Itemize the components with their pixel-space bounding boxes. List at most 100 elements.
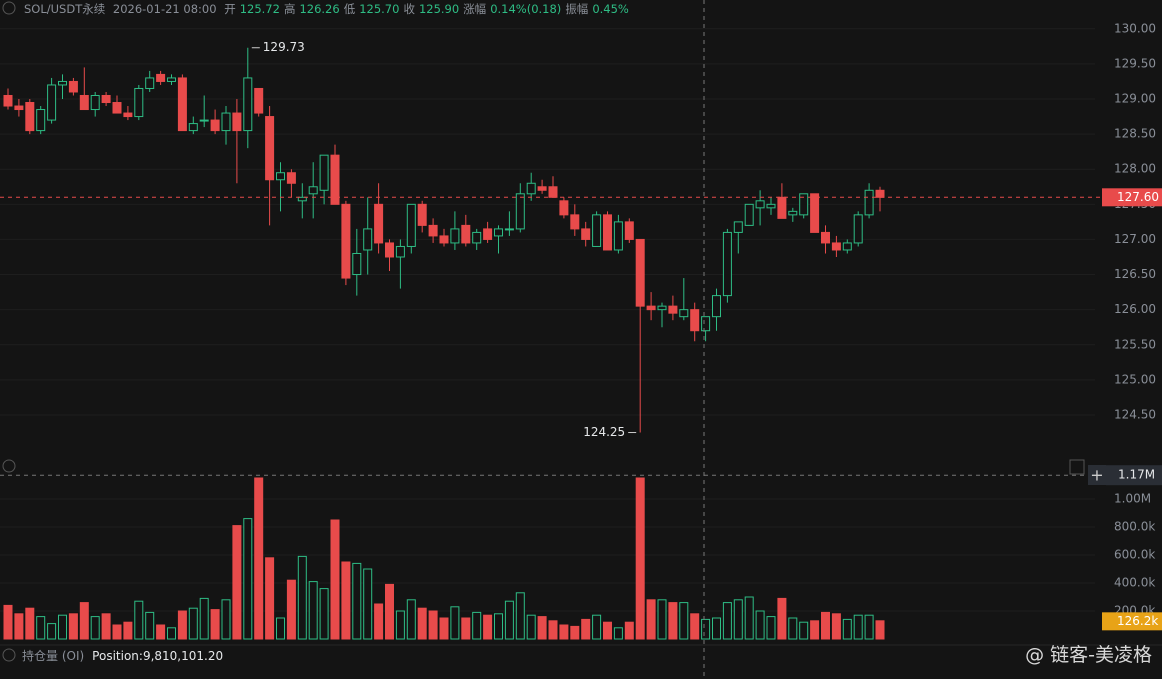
candle-body (603, 214, 612, 251)
field-value: 0.45% (592, 2, 629, 16)
crosshair-label: 1.17M (1118, 468, 1155, 482)
field-label: 收 (403, 2, 415, 16)
volume-bar (428, 610, 438, 640)
volume-bar (101, 613, 111, 640)
volume-bar (167, 627, 176, 640)
volume-bar (363, 568, 373, 640)
volume-bar (483, 614, 493, 640)
volume-bar (232, 525, 242, 640)
candle-body (701, 316, 711, 332)
candle-body (395, 245, 405, 258)
candle-body (733, 221, 743, 233)
candle-body (526, 182, 536, 195)
volume-bar (581, 618, 591, 640)
volume-bar (3, 604, 13, 640)
volume-bar (733, 599, 743, 640)
y-tick-label: 400.0k (1114, 576, 1155, 590)
candle-body (483, 228, 493, 240)
tool-icon[interactable] (1069, 459, 1085, 475)
plot: 124.50 125.00 125.50 126.00 126.50 127.00 127.… (0, 21, 1162, 646)
candle-body (853, 214, 863, 244)
volume-bar (831, 613, 841, 640)
candle-body (657, 305, 667, 311)
volume-bar (439, 617, 449, 640)
volume-bar (243, 518, 253, 640)
candle-body (679, 309, 689, 318)
volume-bar (395, 610, 405, 640)
candle-body (188, 123, 198, 132)
y-tick-label: 129.50 (1114, 56, 1156, 70)
candle-body (330, 154, 340, 205)
volume-bar (417, 607, 427, 640)
volume-bar (112, 624, 122, 640)
volume-bar (657, 599, 667, 640)
volume-bar (352, 562, 362, 640)
y-tick-label: 126.50 (1114, 267, 1156, 281)
collapse-icon[interactable] (2, 459, 16, 473)
volume-bar (864, 614, 874, 640)
candle-body (799, 193, 809, 216)
candle-body (788, 210, 798, 216)
add-button[interactable] (1088, 465, 1106, 485)
y-tick-label: 600.0k (1114, 548, 1155, 562)
candle-body (515, 193, 525, 230)
add-icon[interactable]: + (1090, 466, 1103, 485)
volume-bar (810, 620, 820, 640)
volume-bar (177, 610, 187, 640)
last-volume-box (1102, 612, 1162, 631)
ohlc-fields: 开 125.72 高 126.26 低 125.70 收 125.90 涨幅 0.14%(0.18… (224, 2, 633, 16)
volume-bar (755, 610, 765, 640)
y-tick-label: 128.50 (1114, 127, 1156, 141)
candle-body (810, 193, 820, 233)
volume-bar (624, 621, 634, 640)
oi-icon[interactable] (2, 648, 16, 662)
candle-body (167, 77, 176, 82)
volume-bar (14, 613, 24, 640)
volume-bar (853, 614, 863, 640)
volume-bar (385, 583, 394, 640)
candle-body (722, 231, 732, 297)
y-tick-label: 129.00 (1114, 92, 1156, 106)
candle-body (504, 228, 514, 231)
header: SOL/USDT永续 2026-01-21 08:00 开 125.72 高 126.… (24, 1, 637, 17)
candle-body (766, 203, 776, 209)
volume-bar (777, 597, 787, 640)
candle-body (297, 196, 307, 202)
candle-body (265, 116, 275, 181)
volume-bar (635, 477, 645, 640)
volume-bar (58, 614, 67, 640)
candle-body (712, 295, 721, 318)
volume-bar (341, 561, 351, 640)
volume-bar (210, 609, 220, 640)
candle-body (570, 214, 580, 230)
volume-bar (603, 621, 612, 640)
field-value: 126.26 (299, 2, 340, 16)
symbol[interactable]: SOL/USDT永续 (24, 2, 106, 16)
candle-body (875, 189, 885, 198)
candle-body (68, 80, 78, 93)
volume-bar (461, 617, 471, 640)
field-value: 125.72 (239, 2, 280, 16)
volume-bar (668, 602, 678, 640)
candle-body (3, 94, 13, 107)
candle-body (210, 119, 220, 132)
candle-body (145, 77, 155, 89)
oi-header: 持仓量 (OI) Position:9,810,101.20 (22, 647, 223, 664)
candle-body (14, 105, 24, 111)
volume-bar (472, 611, 482, 640)
candle-body (537, 186, 547, 191)
volume-bar (570, 625, 580, 640)
watermark: @ 链客-美凌格 (1025, 644, 1152, 666)
y-tick-label: 128.00 (1114, 162, 1156, 176)
symbol-icon[interactable] (2, 1, 16, 15)
volume-bar (47, 623, 57, 640)
volume-bar (766, 616, 776, 640)
y-tick-label: 1.00M (1114, 492, 1151, 506)
y-tick-label: 127.00 (1114, 232, 1156, 246)
volume-bar (406, 599, 416, 640)
field-label: 低 (343, 2, 356, 16)
volume-bar (504, 600, 514, 640)
volume-bar (646, 599, 656, 640)
candle-body (363, 228, 373, 251)
